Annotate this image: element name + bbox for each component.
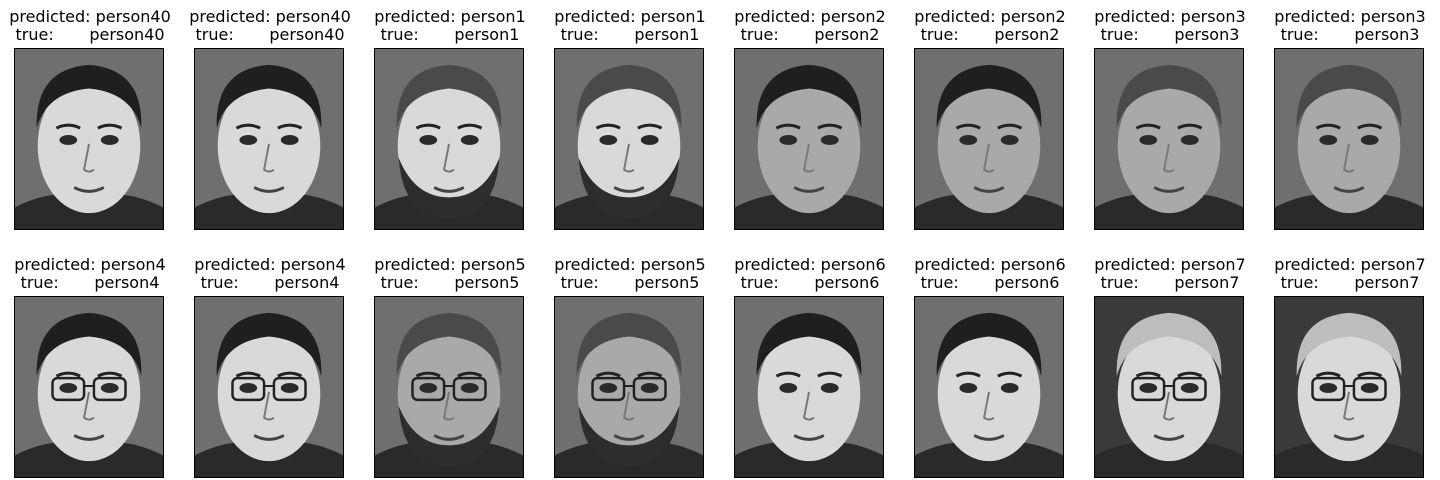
panel-title: predicted: person5 true: person5 xyxy=(360,256,540,292)
predicted-label: predicted: person1 xyxy=(554,7,706,26)
face-image-graphic xyxy=(195,49,343,229)
predicted-label: predicted: person1 xyxy=(374,7,526,26)
face-image xyxy=(554,48,704,230)
face-image xyxy=(1094,48,1244,230)
panel-title: predicted: person1 true: person1 xyxy=(360,8,540,44)
face-image-graphic xyxy=(375,297,523,477)
predicted-label: predicted: person3 xyxy=(1274,7,1426,26)
panel-title: predicted: person3 true: person3 xyxy=(1080,8,1260,44)
face-image-graphic xyxy=(1275,297,1423,477)
face-image-graphic xyxy=(915,49,1063,229)
true-label: true: person3 xyxy=(1100,25,1240,44)
face-image xyxy=(734,296,884,478)
true-label: true: person3 xyxy=(1280,25,1420,44)
face-image-graphic xyxy=(15,49,163,229)
predicted-label: predicted: person7 xyxy=(1094,255,1246,274)
true-label: true: person2 xyxy=(920,25,1060,44)
predicted-label: predicted: person7 xyxy=(1274,255,1426,274)
predicted-label: predicted: person3 xyxy=(1094,7,1246,26)
predicted-label: predicted: person6 xyxy=(734,255,886,274)
true-label: true: person4 xyxy=(20,273,160,292)
panel-title: predicted: person4 true: person4 xyxy=(180,256,360,292)
panel-title: predicted: person6 true: person6 xyxy=(720,256,900,292)
face-image xyxy=(734,48,884,230)
face-image-graphic xyxy=(375,49,523,229)
face-image-graphic xyxy=(915,297,1063,477)
face-image xyxy=(1094,296,1244,478)
face-image xyxy=(194,48,344,230)
true-label: true: person7 xyxy=(1100,273,1240,292)
predicted-label: predicted: person40 xyxy=(9,7,171,26)
panel-title: predicted: person7 true: person7 xyxy=(1080,256,1260,292)
true-label: true: person5 xyxy=(380,273,520,292)
predicted-label: predicted: person5 xyxy=(554,255,706,274)
true-label: true: person40 xyxy=(195,25,345,44)
predicted-label: predicted: person2 xyxy=(734,7,886,26)
face-image xyxy=(914,48,1064,230)
face-image-graphic xyxy=(1095,49,1243,229)
face-image-graphic xyxy=(555,297,703,477)
panel-title: predicted: person40 true: person40 xyxy=(180,8,360,44)
panel-title: predicted: person5 true: person5 xyxy=(540,256,720,292)
panel-title: predicted: person40 true: person40 xyxy=(0,8,180,44)
face-image-graphic xyxy=(195,297,343,477)
panel-title: predicted: person4 true: person4 xyxy=(0,256,180,292)
true-label: true: person2 xyxy=(740,25,880,44)
predicted-label: predicted: person4 xyxy=(194,255,346,274)
predicted-label: predicted: person2 xyxy=(914,7,1066,26)
face-image xyxy=(14,48,164,230)
face-image xyxy=(374,48,524,230)
face-image xyxy=(1274,48,1424,230)
predicted-label: predicted: person4 xyxy=(14,255,166,274)
face-image-graphic xyxy=(1275,49,1423,229)
panel-title: predicted: person1 true: person1 xyxy=(540,8,720,44)
true-label: true: person40 xyxy=(15,25,165,44)
face-image xyxy=(914,296,1064,478)
panel-title: predicted: person6 true: person6 xyxy=(900,256,1080,292)
face-image xyxy=(374,296,524,478)
panel-title: predicted: person2 true: person2 xyxy=(720,8,900,44)
face-image xyxy=(194,296,344,478)
face-image xyxy=(14,296,164,478)
true-label: true: person1 xyxy=(380,25,520,44)
true-label: true: person7 xyxy=(1280,273,1420,292)
face-image-graphic xyxy=(15,297,163,477)
panel-title: predicted: person7 true: person7 xyxy=(1260,256,1440,292)
true-label: true: person5 xyxy=(560,273,700,292)
true-label: true: person6 xyxy=(740,273,880,292)
face-image-graphic xyxy=(555,49,703,229)
panel-title: predicted: person3 true: person3 xyxy=(1260,8,1440,44)
face-image-graphic xyxy=(735,297,883,477)
true-label: true: person4 xyxy=(200,273,340,292)
face-image-graphic xyxy=(735,49,883,229)
true-label: true: person1 xyxy=(560,25,700,44)
face-image xyxy=(554,296,704,478)
predicted-label: predicted: person5 xyxy=(374,255,526,274)
face-image-graphic xyxy=(1095,297,1243,477)
predicted-label: predicted: person6 xyxy=(914,255,1066,274)
true-label: true: person6 xyxy=(920,273,1060,292)
face-image xyxy=(1274,296,1424,478)
panel-title: predicted: person2 true: person2 xyxy=(900,8,1080,44)
predicted-label: predicted: person40 xyxy=(189,7,351,26)
